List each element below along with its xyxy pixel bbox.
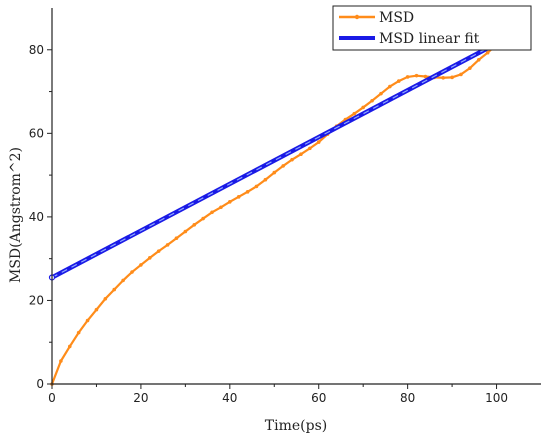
msd-point <box>476 58 481 62</box>
x-tick-label: 40 <box>222 391 237 405</box>
legend-box <box>332 5 532 51</box>
msd-point <box>414 73 419 78</box>
msd-point <box>245 190 250 194</box>
msd-point <box>85 318 90 323</box>
msd-point <box>405 75 410 79</box>
legend-label-msd: MSD <box>379 10 414 26</box>
msd-point <box>201 216 205 221</box>
msd-point <box>263 177 268 182</box>
x-tick-label: 80 <box>400 391 415 405</box>
x-tick-label: 20 <box>133 391 148 405</box>
series-layer <box>48 40 500 386</box>
msd-point <box>148 256 152 260</box>
msd-point <box>388 84 392 89</box>
msd-point <box>370 98 374 103</box>
msd-point <box>441 75 446 80</box>
msd-point <box>139 263 143 267</box>
legend-marker-msd <box>354 14 360 20</box>
msd-point <box>379 91 383 96</box>
msd-point <box>236 195 241 199</box>
fit-series-highlight <box>51 42 497 278</box>
msd-point <box>192 223 197 227</box>
x-tick-label: 100 <box>485 391 508 405</box>
y-axis-label: MSD(Angstrom^2) <box>8 147 24 283</box>
msd-point <box>299 152 303 157</box>
x-tick-label: 0 <box>48 391 56 405</box>
msd-point <box>272 170 277 175</box>
x-axis-label: Time(ps) <box>265 418 327 434</box>
msd-point <box>76 330 81 335</box>
msd-point <box>174 236 179 240</box>
msd-point <box>219 205 223 210</box>
msd-point <box>112 287 117 292</box>
msd-point <box>281 164 285 168</box>
msd-point <box>396 79 401 83</box>
y-tick-label: 80 <box>29 43 44 57</box>
msd-point <box>210 210 214 215</box>
y-tick-label: 0 <box>36 377 44 391</box>
msd-point <box>468 66 472 70</box>
axes-layer <box>51 8 541 385</box>
msd-point <box>130 270 134 274</box>
msd-point <box>59 359 63 363</box>
msd-point <box>361 105 365 110</box>
msd-point <box>308 146 312 151</box>
msd-point <box>459 72 463 77</box>
y-tick-label: 40 <box>29 210 44 224</box>
msd-point <box>450 75 454 80</box>
y-tick-label: 20 <box>29 293 44 307</box>
msd-point <box>423 74 428 79</box>
y-tick-label: 60 <box>29 126 44 140</box>
msd-point <box>156 249 161 253</box>
msd-point <box>485 50 490 55</box>
x-tick-label: 60 <box>311 391 326 405</box>
msd-point <box>165 243 170 247</box>
msd-point <box>254 184 259 189</box>
legend: MSD MSD linear fit <box>332 5 532 51</box>
msd-point <box>228 200 232 204</box>
msd-point <box>121 278 125 283</box>
msd-point <box>316 140 321 144</box>
msd-point <box>290 157 294 162</box>
msd-point <box>103 296 108 301</box>
ticks-layer: 0 20 40 60 80 100 0 20 40 60 80 <box>29 43 508 405</box>
msd-point <box>94 307 99 312</box>
msd-point <box>67 344 72 349</box>
msd-series-line <box>50 43 498 385</box>
legend-label-fit: MSD linear fit <box>379 31 480 47</box>
msd-point <box>183 229 188 234</box>
msd-point <box>352 111 357 116</box>
